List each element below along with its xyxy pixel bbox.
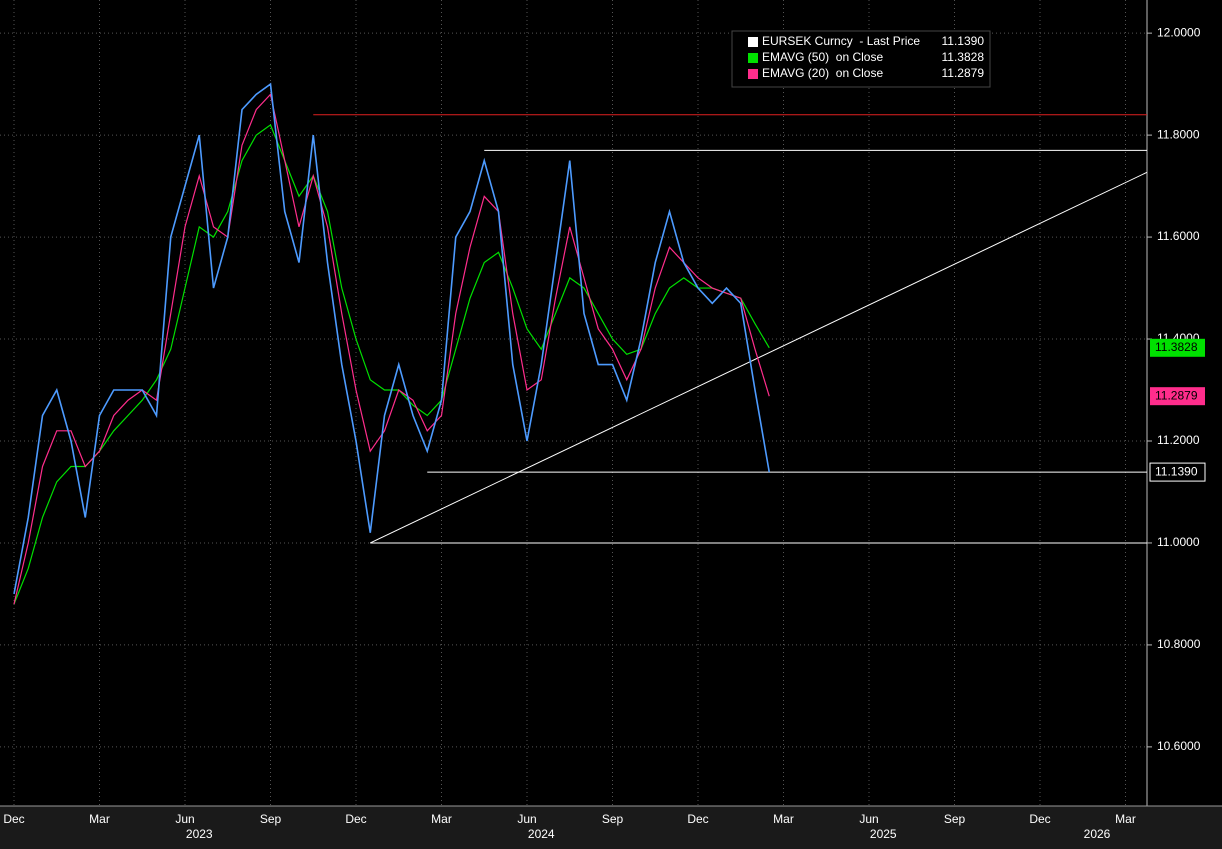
- trend-line: [370, 171, 1148, 544]
- x-tick-label: Mar: [773, 812, 794, 826]
- y-tick-label: 12.0000: [1157, 25, 1201, 39]
- x-tick-label: Mar: [431, 812, 452, 826]
- y-tick-label: 10.8000: [1157, 637, 1201, 651]
- value-tag: [1150, 387, 1205, 406]
- year-label: 2026: [1084, 827, 1111, 841]
- value-tag-label: 11.1390: [1155, 464, 1198, 478]
- legend-label: EURSEK Curncy - Last Price: [762, 34, 920, 48]
- legend-value: 11.2879: [942, 66, 985, 80]
- year-label: 2025: [870, 827, 897, 841]
- x-tick-label: Dec: [3, 812, 24, 826]
- legend-swatch: [748, 53, 758, 63]
- year-label: 2024: [528, 827, 555, 841]
- x-tick-label: Sep: [944, 812, 966, 826]
- legend-value: 11.3828: [942, 50, 985, 64]
- legend-box: [731, 30, 991, 88]
- x-tick-label: Dec: [345, 812, 366, 826]
- y-tick-label: 11.0000: [1157, 535, 1200, 549]
- x-tick-label: Mar: [89, 812, 110, 826]
- legend-swatch: [748, 37, 758, 47]
- y-tick-label: 10.6000: [1157, 739, 1201, 753]
- legend-label: EMAVG (20) on Close: [762, 66, 883, 80]
- x-tick-label: Jun: [859, 812, 878, 826]
- value-tag: [1149, 462, 1206, 482]
- y-tick-label: 11.6000: [1157, 229, 1200, 243]
- legend: EURSEK Curncy - Last Price 11.1390 EMAVG (…: [731, 30, 991, 88]
- x-axis-band: [0, 806, 1222, 849]
- x-tick-label: Jun: [517, 812, 536, 826]
- plot-area: [0, 0, 1148, 806]
- series-line: [13, 93, 770, 605]
- legend-value: 11.1390: [942, 34, 985, 48]
- legend-swatch: [748, 69, 758, 79]
- x-tick-label: Sep: [260, 812, 282, 826]
- x-tick-label: Jun: [175, 812, 194, 826]
- x-tick-label: Mar: [1115, 812, 1136, 826]
- year-label: 2023: [186, 827, 213, 841]
- value-tag-label: 11.3828: [1155, 340, 1198, 354]
- legend-label: EMAVG (50) on Close: [762, 50, 883, 64]
- x-tick-label: Sep: [602, 812, 624, 826]
- y-tick-label: 11.2000: [1157, 433, 1200, 447]
- value-tag: [1150, 338, 1205, 357]
- x-tick-label: Dec: [687, 812, 708, 826]
- series-line: [13, 82, 771, 595]
- value-tag-label: 11.2879: [1155, 388, 1198, 402]
- x-tick-label: Dec: [1029, 812, 1050, 826]
- y-tick-label: 11.8000: [1157, 127, 1200, 141]
